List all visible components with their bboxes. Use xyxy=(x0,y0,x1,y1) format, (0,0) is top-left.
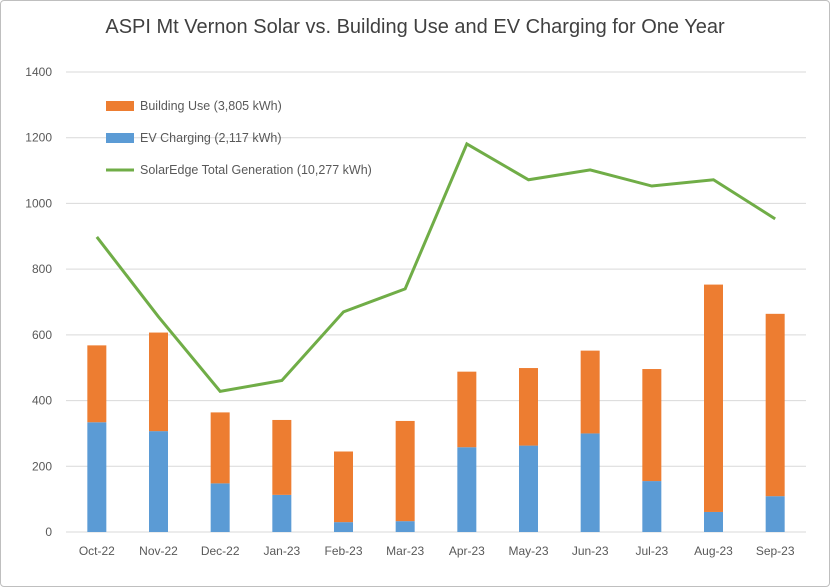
legend-label: SolarEdge Total Generation (10,277 kWh) xyxy=(140,163,372,177)
y-tick-label: 200 xyxy=(32,459,52,473)
bar-segment xyxy=(272,494,292,532)
bar-segment xyxy=(210,412,230,484)
generation-line xyxy=(95,141,776,393)
legend-label: Building Use (3,805 kWh) xyxy=(140,99,282,113)
bar-segment xyxy=(519,368,538,446)
bar-segment xyxy=(765,313,785,497)
bar-segment xyxy=(334,522,353,532)
x-tick-label: Mar-23 xyxy=(386,544,424,558)
y-tick-label: 400 xyxy=(32,394,52,408)
x-tick-label: Jun-23 xyxy=(572,544,609,558)
bar-segment xyxy=(210,483,230,532)
bar-segment xyxy=(519,445,538,532)
chart-title: ASPI Mt Vernon Solar vs. Building Use an… xyxy=(105,16,725,38)
x-tick-label: Aug-23 xyxy=(694,544,733,558)
x-tick-label: Nov-22 xyxy=(139,544,178,558)
x-tick-label: Jul-23 xyxy=(635,544,668,558)
bar-segment xyxy=(457,371,477,448)
y-tick-label: 1000 xyxy=(25,196,52,210)
bar-segment xyxy=(149,431,168,532)
bar-segment xyxy=(87,422,107,532)
bar-segment xyxy=(642,369,662,482)
bar-segment xyxy=(704,511,723,532)
bar-segment xyxy=(149,332,168,432)
bar-segment xyxy=(580,433,600,532)
x-tick-label: May-23 xyxy=(508,544,548,558)
legend-swatch xyxy=(106,133,134,143)
bar-segment xyxy=(395,420,415,522)
bar-segment xyxy=(765,496,785,532)
bar-segment xyxy=(642,481,662,532)
y-tick-label: 0 xyxy=(45,525,52,539)
legend-label: EV Charging (2,117 kWh) xyxy=(140,131,282,145)
y-tick-label: 1200 xyxy=(25,131,52,145)
bar-segment xyxy=(272,419,292,495)
x-tick-label: Apr-23 xyxy=(449,544,485,558)
y-tick-label: 600 xyxy=(32,328,52,342)
bar-segment xyxy=(87,345,107,423)
x-tick-label: Oct-22 xyxy=(79,544,115,558)
bar-segment xyxy=(334,451,353,523)
x-tick-label: Feb-23 xyxy=(324,544,362,558)
legend-swatch xyxy=(106,101,134,111)
bar-segment xyxy=(580,350,600,434)
bar-segment xyxy=(704,284,723,512)
bar-segment xyxy=(457,447,477,532)
y-tick-label: 800 xyxy=(32,262,52,276)
bar-segment xyxy=(395,521,415,532)
x-tick-label: Sep-23 xyxy=(756,544,795,558)
y-tick-label: 1400 xyxy=(25,65,52,79)
x-tick-label: Jan-23 xyxy=(263,544,300,558)
x-tick-label: Dec-22 xyxy=(201,544,240,558)
